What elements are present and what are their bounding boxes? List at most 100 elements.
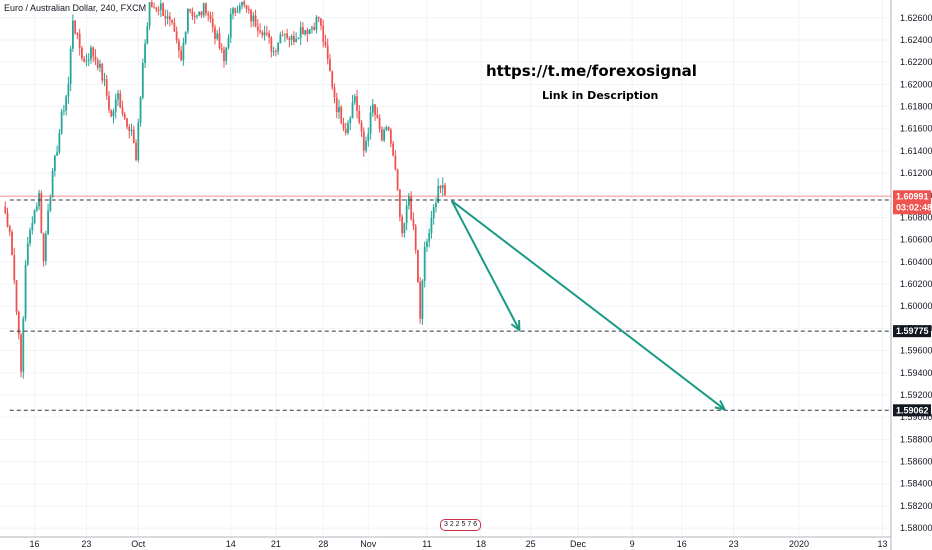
- candle-body: [401, 216, 404, 234]
- candle-body: [62, 110, 65, 112]
- candle-body: [33, 210, 36, 224]
- candle-body: [356, 96, 358, 111]
- candle-body: [236, 11, 239, 13]
- candle-body: [90, 47, 92, 60]
- candle-body: [128, 126, 131, 132]
- time-tick-label: 18: [476, 539, 486, 549]
- candle-body: [83, 58, 86, 62]
- candle-body: [394, 155, 397, 170]
- candle-body: [146, 25, 149, 44]
- candle-body: [137, 122, 140, 161]
- candle-body: [159, 3, 162, 11]
- price-tick-label: 1.62400: [900, 35, 932, 45]
- candle-body: [423, 246, 426, 281]
- candle-body: [333, 87, 336, 98]
- projection-arrows[interactable]: [450, 200, 727, 411]
- price-axis[interactable]: 1.62600 1.62400 1.62200 1.62000 1.61800 1.616…: [900, 13, 932, 533]
- price-tick-label: 1.62200: [900, 57, 932, 67]
- candle-body: [121, 107, 124, 114]
- candle-body: [150, 2, 153, 8]
- time-tick-label: 25: [526, 539, 536, 549]
- candle-body: [103, 79, 106, 81]
- candle-body: [299, 27, 302, 39]
- time-tick-label: Nov: [360, 539, 377, 549]
- candle-body: [29, 230, 31, 244]
- candle-body: [351, 102, 354, 119]
- horizontal-levels[interactable]: [0, 195, 891, 411]
- price-tick-label: 1.59000: [900, 412, 932, 422]
- candle-body: [371, 104, 374, 113]
- candle-body: [340, 106, 343, 124]
- candle-body: [270, 37, 273, 52]
- candle-body: [184, 31, 187, 43]
- candle-body: [290, 36, 293, 40]
- candle-body: [322, 25, 325, 43]
- time-tick-label: Dec: [570, 539, 587, 549]
- price-tick-label: 1.60000: [900, 301, 932, 311]
- candle-body: [162, 3, 165, 16]
- candle-body: [362, 131, 365, 151]
- candle-body: [234, 8, 237, 13]
- candle-body: [139, 97, 142, 123]
- candle-body: [295, 38, 298, 43]
- arrow-head: [714, 400, 727, 411]
- candle-body: [200, 11, 203, 16]
- candle-body: [130, 129, 133, 132]
- price-tick-label: 1.60400: [900, 257, 932, 267]
- candle-body: [229, 13, 232, 38]
- candle-body: [101, 63, 104, 81]
- candle-body: [209, 15, 212, 19]
- candle-body: [112, 111, 115, 117]
- price-tick-label: 1.61400: [900, 146, 932, 156]
- candle-body: [175, 31, 178, 41]
- time-tick-label: 13: [877, 539, 887, 549]
- candle-body: [56, 152, 59, 156]
- candle-body: [259, 30, 261, 33]
- candle-body: [49, 197, 52, 211]
- candle-body: [408, 196, 410, 206]
- candle-body: [274, 51, 277, 53]
- candle-body: [360, 122, 363, 132]
- candle-body: [365, 140, 367, 151]
- candle-body: [207, 13, 210, 16]
- replay-control-bar[interactable]: 3 2 2 5 7 6: [440, 519, 482, 531]
- projection-arrow[interactable]: [450, 200, 521, 331]
- candle-body: [35, 206, 38, 211]
- candle-body: [22, 318, 25, 372]
- candle-body: [148, 2, 151, 26]
- candle-body: [132, 129, 135, 143]
- price-tick-label: 1.60800: [900, 212, 932, 222]
- price-tick-label: 1.58600: [900, 457, 932, 467]
- time-tick-label: 23: [81, 539, 91, 549]
- candle-body: [417, 250, 419, 283]
- level-price-label: 1.59062: [896, 405, 929, 415]
- candle-body: [26, 243, 29, 265]
- candle-body: [263, 32, 266, 36]
- level-price-label: 1.59775: [896, 326, 929, 336]
- candle-body: [189, 9, 192, 12]
- candle-body: [51, 170, 54, 198]
- candle-body: [261, 32, 264, 36]
- candle-body: [410, 196, 413, 220]
- price-tick-label: 1.61600: [900, 124, 932, 134]
- price-tick-label: 1.62000: [900, 79, 932, 89]
- candle-body: [414, 225, 417, 251]
- candle-body: [247, 8, 250, 10]
- candle-body: [347, 122, 349, 133]
- candle-body: [13, 255, 16, 281]
- candle-body: [308, 29, 311, 35]
- candle-body: [444, 185, 446, 196]
- candle-body: [256, 26, 259, 31]
- candle-body: [398, 189, 401, 217]
- candle-body: [58, 133, 61, 153]
- candle-body: [214, 27, 216, 39]
- candle-body: [47, 210, 49, 235]
- candle-body: [177, 40, 180, 51]
- time-axis[interactable]: 16 23 Oct 14 21 28 Nov 11 18 25 Dec 9 16 23 2020 13: [30, 539, 888, 549]
- price-tick-label: 1.62600: [900, 13, 932, 23]
- candle-body: [168, 16, 171, 20]
- candle-body: [426, 241, 428, 247]
- projection-arrow[interactable]: [451, 200, 726, 411]
- candle-body: [164, 15, 167, 19]
